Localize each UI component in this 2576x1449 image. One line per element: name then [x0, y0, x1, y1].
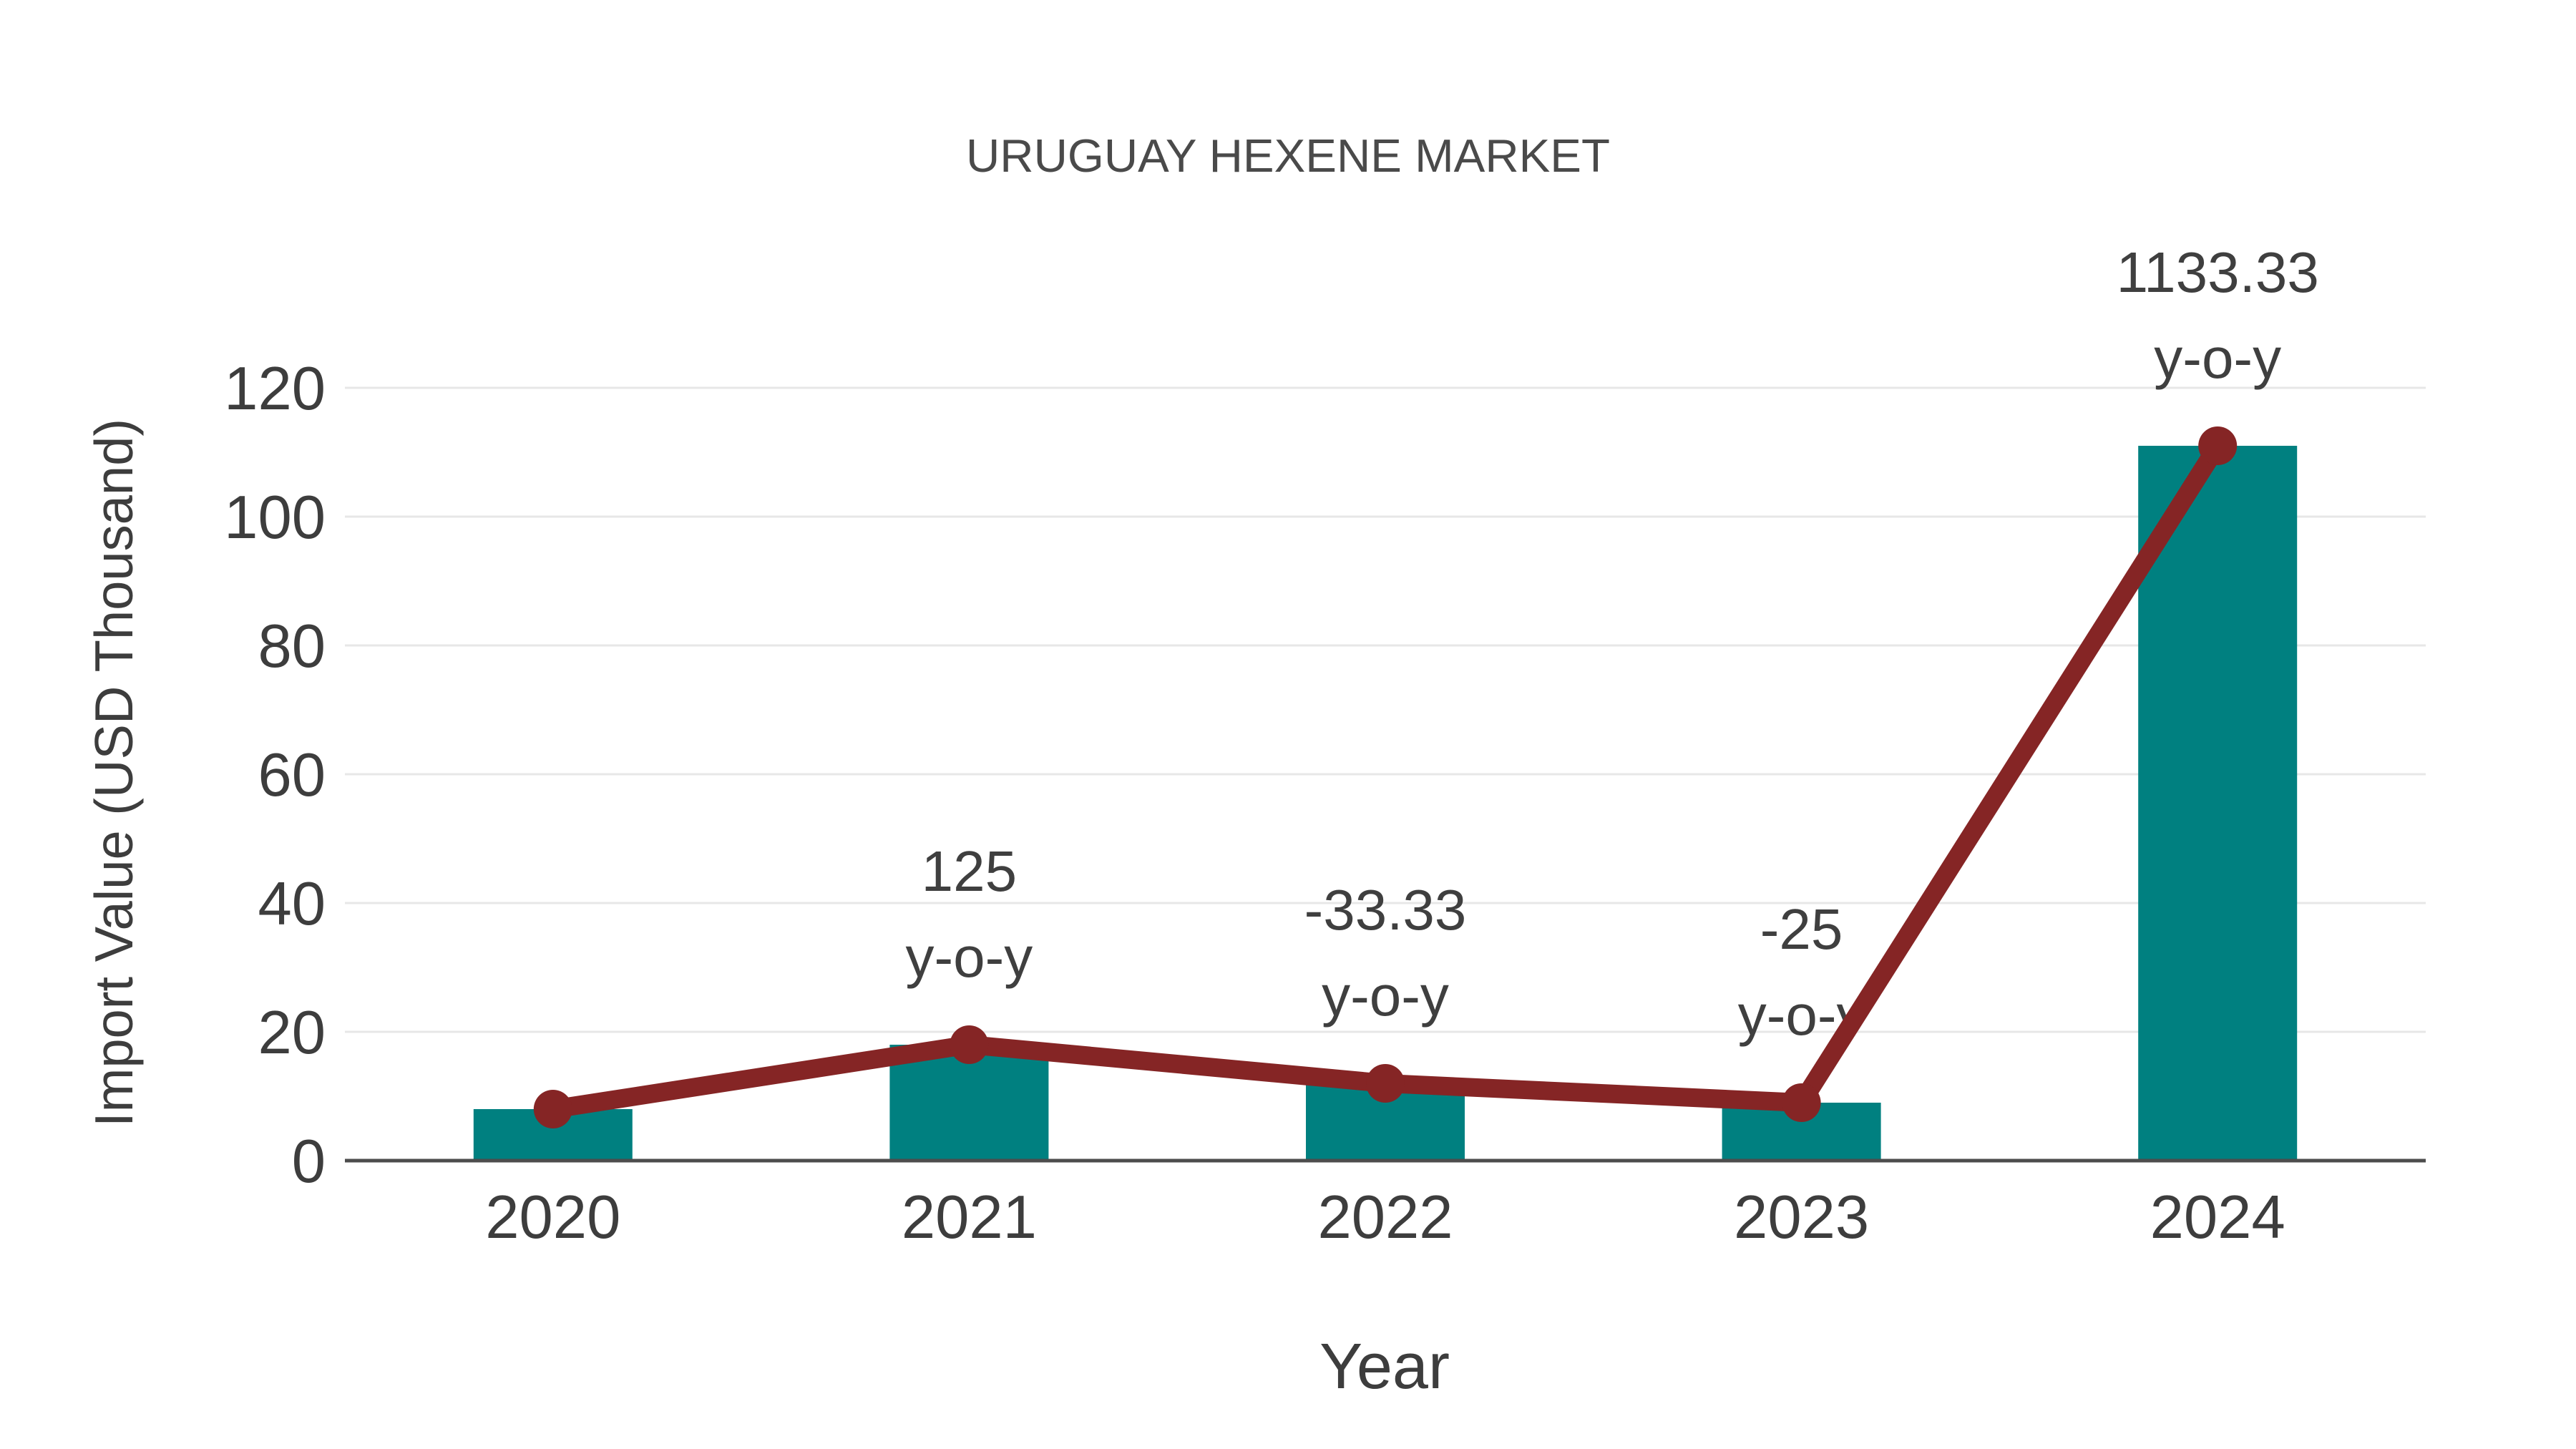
- y-tick-100: 100: [224, 484, 326, 552]
- gridlines: [345, 386, 2426, 1033]
- y-tick-120: 120: [224, 355, 326, 423]
- annotation-value-2021: 125: [922, 839, 1017, 903]
- y-tick-60: 60: [258, 741, 326, 809]
- annotation-unit-2022: y-o-y: [1322, 964, 1449, 1028]
- x-axis-label: Year: [1319, 1331, 1450, 1402]
- trend-marker-2024: [2198, 426, 2238, 465]
- trend-marker-2022: [1366, 1064, 1405, 1103]
- annotation-value-2024: 1133.33: [2117, 240, 2319, 304]
- y-axis-label: Import Value (USD Thousand): [84, 419, 144, 1127]
- y-axis-tick-labels: 0 20 40 60 80 100 120: [224, 355, 326, 1196]
- y-tick-0: 0: [292, 1128, 326, 1196]
- x-tick-2022: 2022: [1317, 1184, 1453, 1252]
- annotation-value-2022: -33.33: [1304, 878, 1467, 942]
- trend-marker-2023: [1782, 1083, 1821, 1122]
- trend-markers: [533, 426, 2238, 1128]
- chart-title: URUGUAY HEXENE MARKET: [966, 130, 1610, 182]
- annotation-unit-2024: y-o-y: [2154, 326, 2281, 390]
- x-tick-2020: 2020: [485, 1184, 620, 1252]
- x-tick-2023: 2023: [1734, 1184, 1869, 1252]
- trend-marker-2021: [950, 1025, 989, 1064]
- y-tick-80: 80: [258, 613, 326, 680]
- x-tick-2024: 2024: [2150, 1184, 2285, 1252]
- x-tick-2021: 2021: [902, 1184, 1037, 1252]
- bars: [473, 446, 2298, 1161]
- annotation-value-2023: -25: [1760, 897, 1843, 961]
- bar-2024: [2138, 446, 2298, 1161]
- x-axis-tick-labels: 2020 2021 2022 2023 2024: [485, 1184, 2285, 1252]
- trend-marker-2020: [533, 1090, 572, 1128]
- annotation-unit-2021: y-o-y: [906, 925, 1033, 989]
- y-tick-40: 40: [258, 870, 326, 938]
- y-tick-20: 20: [258, 999, 326, 1067]
